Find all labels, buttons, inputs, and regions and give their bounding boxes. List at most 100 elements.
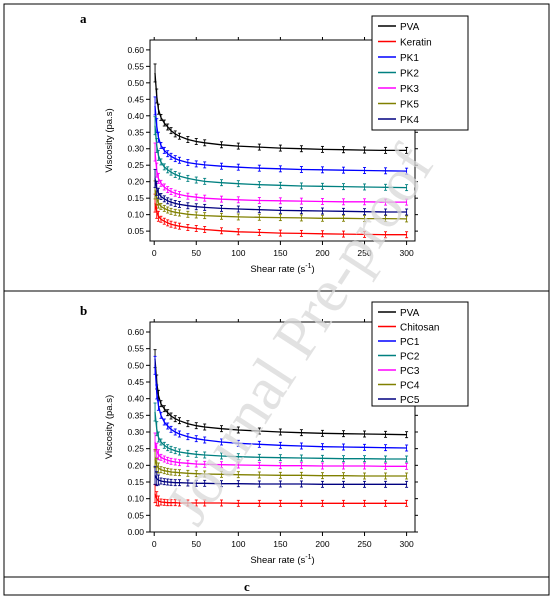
y-tick-label: 0.45 — [127, 94, 144, 104]
legend-label: PVA — [400, 308, 420, 319]
legend-label: PC4 — [400, 381, 420, 392]
legend-label: Keratin — [400, 38, 432, 49]
y-tick-label: 0.55 — [127, 344, 144, 354]
legend-label: PC3 — [400, 366, 420, 377]
series-line — [154, 475, 407, 485]
series-pc1 — [153, 355, 409, 452]
series-line — [154, 189, 407, 220]
series-pva — [153, 349, 409, 439]
series-pc5 — [153, 465, 409, 488]
legend-label: PVA — [400, 22, 420, 33]
chart-panel-b: b 0 50 100 150 200 250 300 0.00 0.05 0.10 0.15 0.20 0… — [80, 301, 469, 566]
x-axis-label-sup: -1 — [305, 554, 311, 561]
y-axis-label: Viscosity (pa.s) — [104, 395, 115, 459]
y-tick-label: 0.05 — [127, 510, 144, 520]
y-tick-label: 0.50 — [127, 360, 144, 370]
x-axis-label-text: Shear rate (s — [250, 264, 305, 275]
series-line — [154, 72, 407, 152]
x-tick-label: 300 — [399, 539, 413, 549]
series-line — [154, 411, 407, 460]
legend-label: PC2 — [400, 352, 420, 363]
legend-label: PK4 — [400, 115, 419, 126]
y-tick-label: 0.25 — [127, 444, 144, 454]
y-tick-label: 0.20 — [127, 460, 144, 470]
y-tick-label: 0.40 — [127, 111, 144, 121]
series-keratin — [153, 193, 409, 239]
plot-area — [149, 321, 416, 533]
panel-label: c — [244, 579, 250, 594]
series-pc4 — [153, 449, 409, 480]
panel-label: a — [80, 11, 87, 26]
plot-area — [149, 39, 416, 242]
x-tick-label: 250 — [357, 539, 371, 549]
y-tick-label: 0.10 — [127, 210, 144, 220]
legend-label: PC5 — [400, 395, 420, 406]
y-tick-label: 0.25 — [127, 160, 144, 170]
legend-label: PK2 — [400, 69, 419, 80]
x-tick-label: 100 — [231, 248, 245, 258]
series-line — [154, 358, 407, 436]
series-pk4 — [153, 168, 409, 216]
series-line — [154, 151, 407, 203]
series-pk3 — [153, 142, 409, 206]
x-tick-label: 0 — [152, 539, 157, 549]
y-tick-label: 0.45 — [127, 377, 144, 387]
x-tick-label: 150 — [273, 248, 287, 258]
x-tick-label: 50 — [192, 539, 202, 549]
legend: PVA Chitosan PC1 PC2 PC3 PC4 PC5 — [371, 301, 469, 407]
y-tick-label: 0.60 — [127, 45, 144, 55]
series-line — [154, 105, 407, 172]
x-tick-label: 150 — [273, 539, 287, 549]
y-tick-label: 0.40 — [127, 394, 144, 404]
panel-label: b — [80, 303, 87, 318]
x-tick-label: 0 — [152, 248, 157, 258]
panel-frame — [3, 576, 550, 596]
x-axis-label-sup: -1 — [305, 263, 311, 270]
series-pk1 — [153, 96, 409, 175]
series-line — [154, 493, 407, 504]
x-axis-label: Shear rate (s-1) — [250, 263, 314, 275]
y-tick-label: 0.30 — [127, 427, 144, 437]
series-chitosan — [153, 484, 409, 507]
legend-box — [371, 301, 469, 407]
y-tick-label: 0.30 — [127, 144, 144, 154]
y-tick-label: 0.20 — [127, 177, 144, 187]
series-pc3 — [153, 432, 409, 470]
series-line — [154, 441, 407, 467]
y-tick-label: 0.15 — [127, 193, 144, 203]
y-axis-label: Viscosity (pa.s) — [104, 108, 115, 172]
y-tick-label: 0.35 — [127, 410, 144, 420]
y-tick-label: 0.60 — [127, 327, 144, 337]
y-tick-label: 0.55 — [127, 61, 144, 71]
series-line — [154, 125, 407, 189]
y-tick-label: 0.05 — [127, 226, 144, 236]
x-axis-label-text: Shear rate (s — [250, 555, 305, 566]
series-line — [154, 365, 407, 449]
x-tick-label: 250 — [357, 248, 371, 258]
legend-label: Chitosan — [400, 323, 439, 334]
y-tick-label: 0.50 — [127, 78, 144, 88]
chart-panel-c: c — [244, 579, 250, 594]
y-tick-label: 0.10 — [127, 494, 144, 504]
x-tick-label: 50 — [192, 248, 202, 258]
y-tick-label: 0.00 — [127, 527, 144, 537]
legend: PVA Keratin PK1 PK2 PK3 PK5 PK4 — [371, 15, 469, 131]
x-tick-label: 200 — [315, 248, 329, 258]
legend-label: PK1 — [400, 53, 419, 64]
chart-panel-a: a 0 50 100 150 200 250 300 0.05 0.10 0.15 0.20 0.25 0… — [80, 11, 469, 275]
series-pk2 — [153, 116, 409, 192]
x-tick-label: 100 — [231, 539, 245, 549]
series-line — [154, 458, 407, 477]
legend-label: PK3 — [400, 84, 419, 95]
x-axis-label: Shear rate (s-1) — [250, 554, 314, 566]
x-axis-label-end: ) — [311, 264, 314, 275]
series-line — [154, 178, 407, 213]
legend-label: PK5 — [400, 100, 419, 111]
x-tick-label: 200 — [315, 539, 329, 549]
y-tick-label: 0.35 — [127, 127, 144, 137]
legend-label: PC1 — [400, 337, 420, 348]
x-axis-label-end: ) — [311, 555, 314, 566]
y-tick-label: 0.15 — [127, 477, 144, 487]
